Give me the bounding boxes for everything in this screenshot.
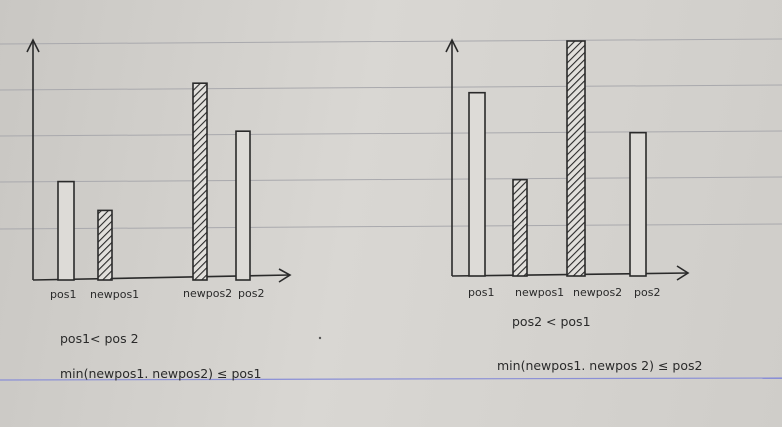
left-label-pos1: pos1: [50, 288, 76, 301]
right-condition-1: pos2 < pos1: [512, 314, 591, 329]
diagram-right: pos1 newpos1 newpos2 pos2 pos2 < pos1 mi…: [445, 38, 702, 373]
bar-newpos1-right: [512, 178, 528, 277]
diagram-left: pos1 newpos1 newpos2 pos2 pos1< pos 2 mi…: [26, 38, 292, 381]
left-y-arrow-icon: [26, 38, 40, 53]
rule-line: [0, 84, 782, 91]
left-condition-1: pos1< pos 2: [60, 331, 139, 346]
right-label-pos2: pos2: [634, 286, 660, 299]
pencil-dot: [318, 336, 322, 340]
right-label-pos1: pos1: [468, 286, 494, 299]
left-label-newpos2: newpos2: [183, 287, 232, 300]
right-condition-2: min(newpos1. newpos 2) ≤ pos2: [497, 358, 702, 373]
rule-line: [0, 38, 782, 45]
right-x-arrow-icon: [676, 265, 690, 281]
bar-newpos2-right: [566, 40, 586, 277]
bar-newpos2-left: [192, 82, 208, 281]
rule-line: [0, 176, 782, 183]
bar-pos1-right: [468, 91, 486, 277]
left-bars: [57, 82, 251, 281]
left-x-arrow-icon: [278, 268, 292, 283]
right-label-newpos1: newpos1: [515, 286, 564, 299]
right-bars: [468, 40, 647, 277]
right-y-arrow-icon: [445, 38, 459, 53]
bar-newpos1-left: [97, 209, 113, 281]
bar-pos2-right: [629, 131, 647, 277]
rule-line: [0, 130, 782, 137]
left-condition-2: min(newpos1. newpos2) ≤ pos1: [60, 366, 262, 381]
ruled-lines: [0, 38, 782, 381]
rule-line: [0, 223, 782, 230]
right-label-newpos2: newpos2: [573, 286, 622, 299]
bar-pos1-left: [57, 180, 75, 281]
bar-pos2-left: [235, 130, 251, 281]
left-label-pos2: pos2: [238, 287, 264, 300]
left-label-newpos1: newpos1: [90, 288, 139, 301]
margin-line: [0, 377, 782, 381]
